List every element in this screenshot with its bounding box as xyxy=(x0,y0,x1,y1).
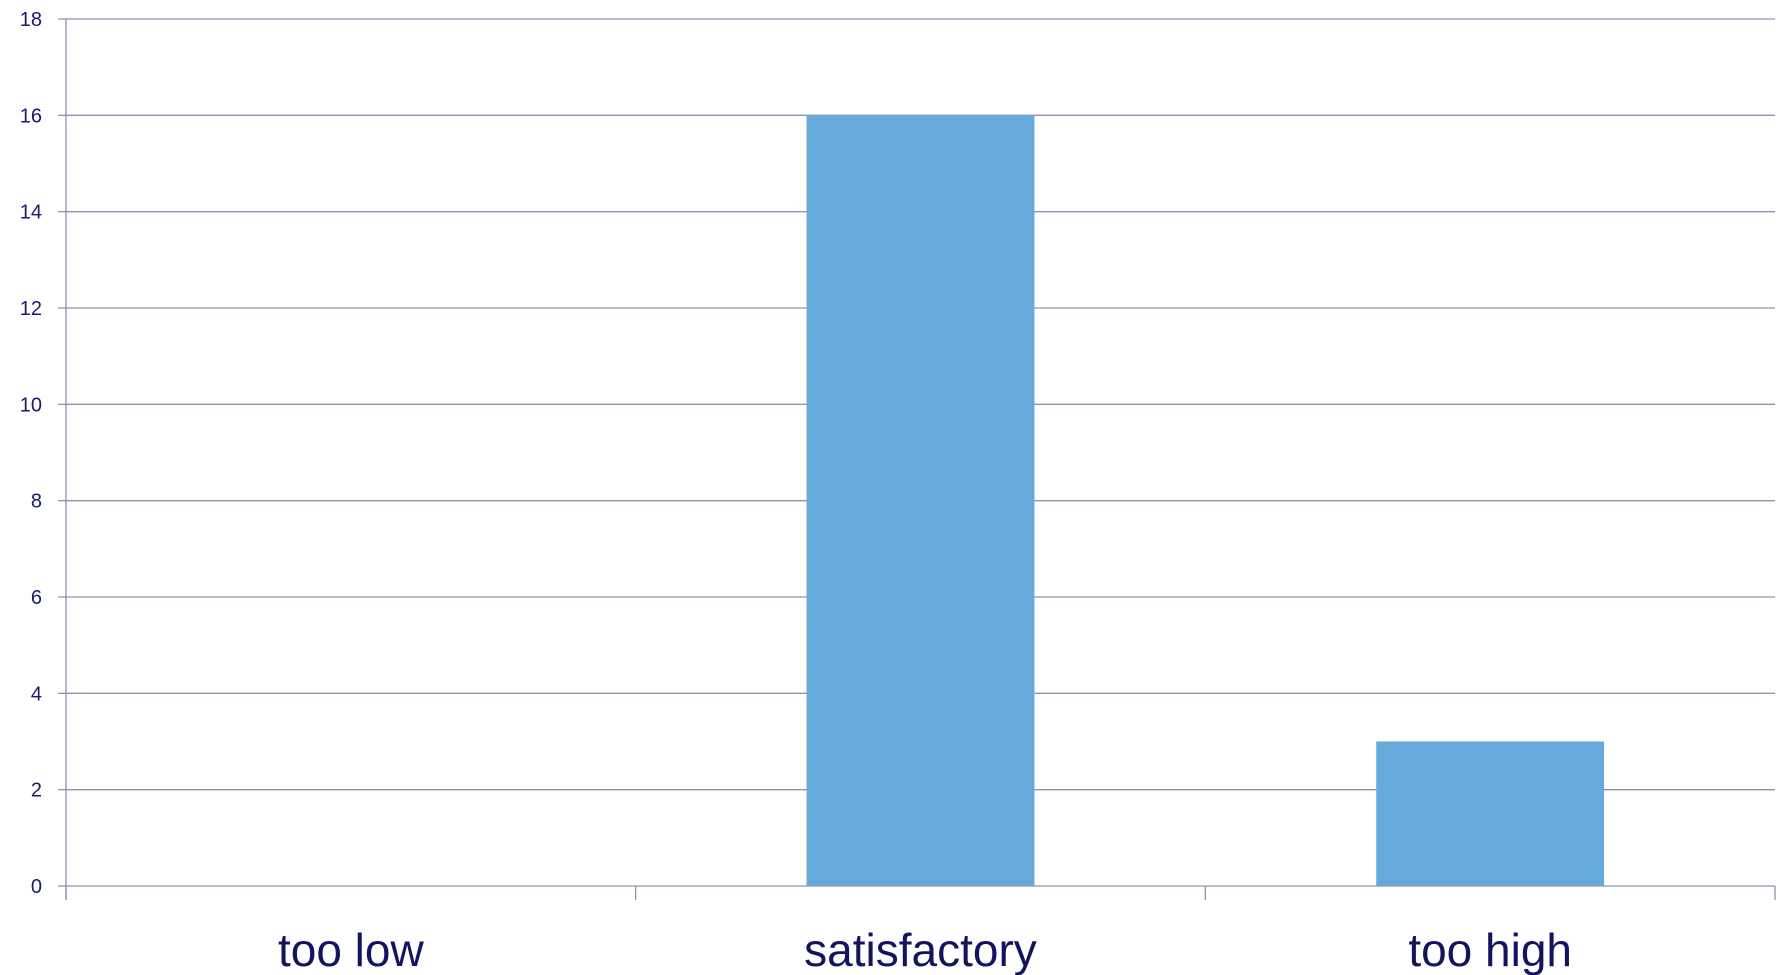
y-tick-label: 10 xyxy=(20,394,42,416)
y-tick-label: 4 xyxy=(31,683,42,705)
y-tick-label: 18 xyxy=(20,9,42,31)
y-tick-label: 8 xyxy=(31,491,42,513)
bar xyxy=(806,115,1035,887)
bar xyxy=(1376,741,1605,886)
y-axis-ticks: 0 2 4 6 8 10 12 14 16 18 xyxy=(20,9,66,898)
x-axis-ticks: too low satisfactory too high xyxy=(278,924,1572,975)
x-tick-label: too high xyxy=(1408,924,1572,975)
bars xyxy=(806,115,1605,887)
y-tick-label: 12 xyxy=(20,298,42,320)
y-tick-label: 14 xyxy=(20,202,42,224)
y-tick-label: 0 xyxy=(31,876,42,898)
y-tick-label: 2 xyxy=(31,780,42,802)
y-tick-label: 6 xyxy=(31,587,42,609)
x-tick-label: too low xyxy=(278,924,425,975)
axes xyxy=(65,19,1776,900)
x-tick-label: satisfactory xyxy=(804,924,1037,975)
y-tick-label: 16 xyxy=(20,105,42,127)
